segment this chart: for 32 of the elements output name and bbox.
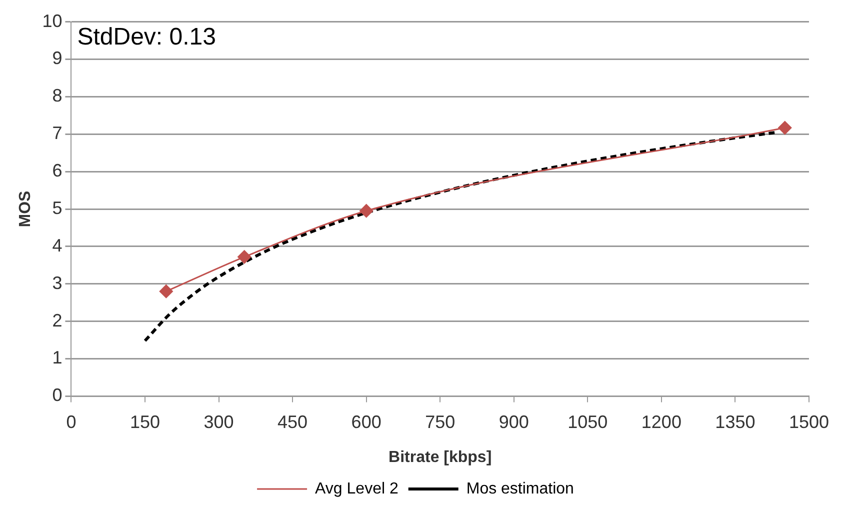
line-series xyxy=(143,131,776,342)
x-tick-label: 450 xyxy=(278,412,308,432)
x-tick-label: 150 xyxy=(130,412,160,432)
x-tick-label: 900 xyxy=(498,412,529,432)
x-tick-label: 0 xyxy=(66,412,76,432)
y-axis-title: MOS xyxy=(17,190,34,228)
x-tick-label: 750 xyxy=(425,412,456,432)
legend-label: Avg Level 2 xyxy=(315,480,398,498)
x-axis-title: Bitrate [kbps] xyxy=(388,448,492,466)
y-tick-label: 10 xyxy=(42,10,62,31)
y-tick-label: 8 xyxy=(52,86,62,106)
point xyxy=(159,284,173,298)
x-tick-label: 300 xyxy=(204,412,234,432)
legend-label: Mos estimation xyxy=(466,480,574,498)
point xyxy=(238,250,252,264)
y-tick-label: 1 xyxy=(52,348,62,368)
y-tick-label: 2 xyxy=(52,310,62,330)
y-tick-label: 9 xyxy=(52,48,62,68)
y-tick-label: 0 xyxy=(52,385,62,406)
point xyxy=(360,204,374,218)
x-tick-label: 1050 xyxy=(568,412,608,432)
point xyxy=(778,121,792,135)
x-tick-label: 1350 xyxy=(715,412,756,432)
y-tick-label: 7 xyxy=(52,123,62,144)
x-tick-label: 1200 xyxy=(641,412,682,432)
annotation: StdDev: 0.13 xyxy=(77,23,216,50)
y-tick-label: 3 xyxy=(52,272,62,293)
y-tick-label: 4 xyxy=(52,235,62,256)
y-tick-label: 5 xyxy=(52,198,62,218)
y-tick-label: 6 xyxy=(52,160,62,181)
x-tick-label: 600 xyxy=(351,412,382,432)
x-tick-label: 1500 xyxy=(788,412,829,432)
